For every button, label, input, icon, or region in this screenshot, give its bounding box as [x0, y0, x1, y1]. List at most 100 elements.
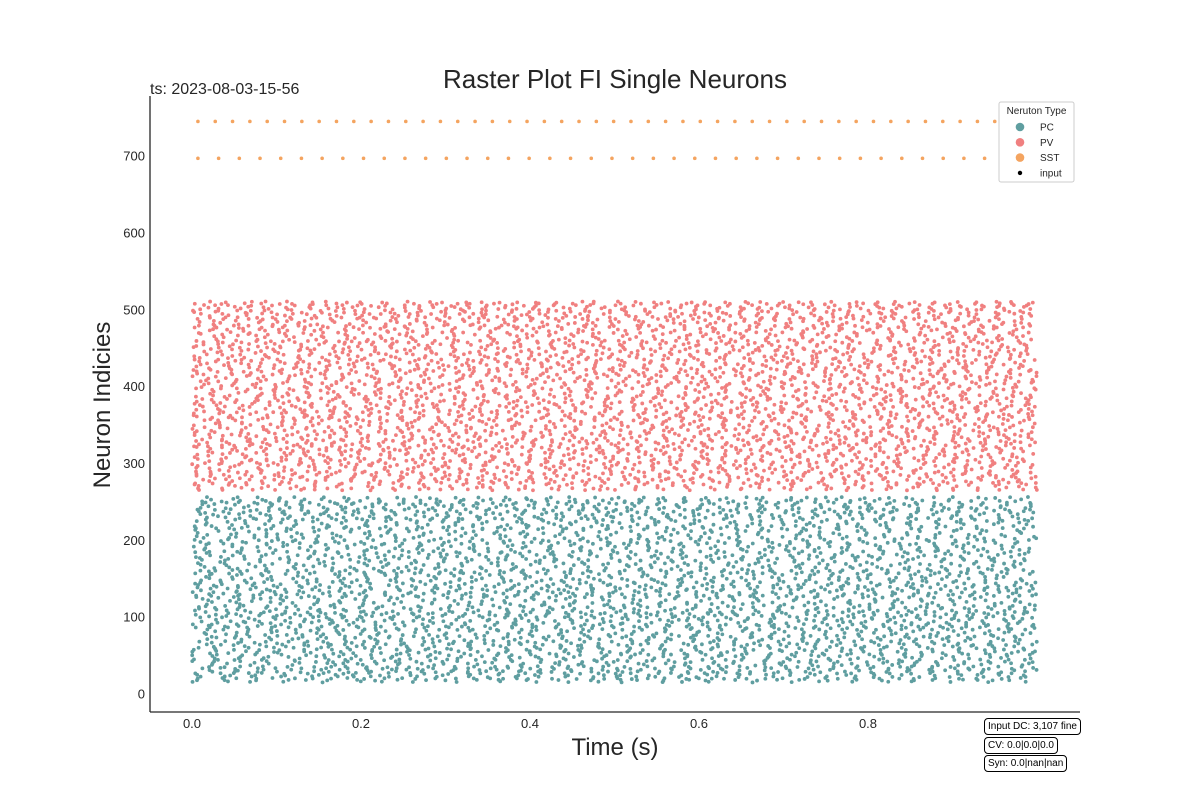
spike-dot-pc [1006, 622, 1011, 626]
spike-dot-pc [597, 572, 601, 576]
spike-dot-pc [999, 670, 1004, 675]
spike-dot-pc [305, 639, 310, 644]
spike-dot-pc [1031, 524, 1035, 529]
spike-dot-pv [986, 452, 991, 457]
spike-dot-pv [440, 464, 445, 469]
spike-dot-pc [353, 670, 358, 675]
spike-dot-pv [823, 455, 828, 460]
spike-dot-pc [928, 635, 932, 640]
spike-dot-pv [512, 463, 517, 468]
spike-dot-pc [903, 560, 908, 565]
spike-dot-pc [523, 598, 528, 603]
spike-dot-pc [585, 517, 590, 521]
spike-dot-pc [566, 612, 571, 617]
spike-dot-pc [597, 529, 602, 534]
spike-dot-pc [618, 608, 623, 613]
spike-dot-pc [281, 679, 286, 684]
spike-dot-pv [548, 452, 553, 456]
spike-dot-pc [204, 602, 209, 607]
spike-dot-pc [219, 555, 223, 559]
spike-dot-pc [970, 627, 975, 632]
spike-dot-pc [956, 618, 961, 623]
spike-dot-pc [801, 517, 805, 522]
spike-dot-pv [603, 455, 608, 460]
spike-dot-pc [881, 660, 886, 665]
spike-dot-pc [655, 531, 659, 536]
spike-dot-pc [459, 624, 464, 629]
spike-dot-pc [836, 512, 840, 517]
spike-dot-pc [954, 528, 959, 532]
spike-dot-pv [792, 462, 797, 467]
spike-dot-pc [757, 514, 762, 519]
spike-dot-pc [394, 669, 398, 674]
spike-dot-pc [886, 495, 891, 500]
spike-dot-pc [558, 524, 563, 529]
spike-dot-pc [999, 656, 1003, 660]
spike-dot-pv [258, 462, 262, 467]
spike-dot-pc [554, 624, 559, 629]
spike-dot-pv [860, 474, 865, 479]
spike-dot-pc [785, 656, 790, 661]
spike-dot-pc [561, 561, 566, 566]
spike-dot-pc [487, 617, 492, 622]
spike-dot-pc [793, 524, 798, 528]
spike-dot-pc [334, 533, 339, 538]
spike-dot-pc [435, 586, 440, 591]
spike-dot-pc [311, 564, 316, 569]
spike-dot-pv [881, 460, 886, 465]
spike-dot-pc [985, 567, 990, 571]
spike-dot-pv [905, 449, 909, 454]
spike-dot-pc [899, 613, 904, 618]
spike-dot-pc [501, 498, 506, 503]
spike-dot-pc [817, 561, 822, 566]
spike-dot-pc [779, 526, 784, 531]
spike-dot-pc [572, 606, 577, 611]
spike-dot-pc [317, 607, 322, 612]
spike-dot-pc [826, 499, 830, 504]
spike-dot-pv [243, 472, 248, 477]
spike-dot-pc [447, 532, 451, 537]
spike-dot-pv [210, 481, 215, 486]
spike-dot-pc [888, 580, 893, 585]
spike-dot-pc [887, 528, 892, 532]
spike-dot-pc [223, 515, 228, 520]
spike-dot-pv [350, 442, 355, 447]
spike-dot-pv [366, 439, 370, 444]
spike-dot-pc [487, 610, 492, 615]
spike-dot-pc [937, 517, 941, 522]
spike-dot-pc [378, 673, 382, 678]
spike-dot-pc [459, 596, 464, 601]
spike-dot-pc [193, 608, 197, 613]
spike-dot-pv [399, 470, 404, 475]
spike-dot-pc [638, 558, 643, 563]
spike-dot-pv [771, 460, 775, 465]
spike-dot-pc [260, 497, 265, 502]
spike-dot-pc [318, 583, 323, 587]
spike-dot-pc [847, 598, 852, 603]
spike-dot-pc [940, 508, 944, 513]
spike-dot-pc [986, 659, 991, 664]
spike-dot-pc [768, 651, 773, 656]
spike-dot-pc [1002, 617, 1006, 622]
spike-dot-pc [899, 623, 904, 628]
spike-dot-pc [576, 662, 581, 667]
spike-dot-pc [947, 622, 952, 627]
spike-dot-pc [234, 534, 238, 539]
spike-dot-pc [737, 668, 742, 673]
spike-dot-pv [441, 443, 446, 448]
spike-dot-pc [907, 565, 912, 570]
spike-dot-pc [770, 540, 775, 545]
spike-dot-pc [277, 648, 282, 653]
spike-dot-pc [376, 497, 381, 502]
spike-dot-pc [668, 607, 673, 612]
spike-dot-pv [374, 470, 379, 475]
spike-dot-pc [850, 622, 855, 627]
spike-dot-pc [338, 578, 343, 583]
spike-dot-pc [738, 624, 743, 629]
spike-dot-pc [673, 614, 678, 619]
spike-dot-pc [964, 599, 969, 604]
spike-dot-pc [550, 665, 555, 670]
spike-dot-pc [468, 510, 473, 515]
spike-dot-pc [881, 507, 886, 512]
spike-dot-pc [908, 585, 913, 589]
